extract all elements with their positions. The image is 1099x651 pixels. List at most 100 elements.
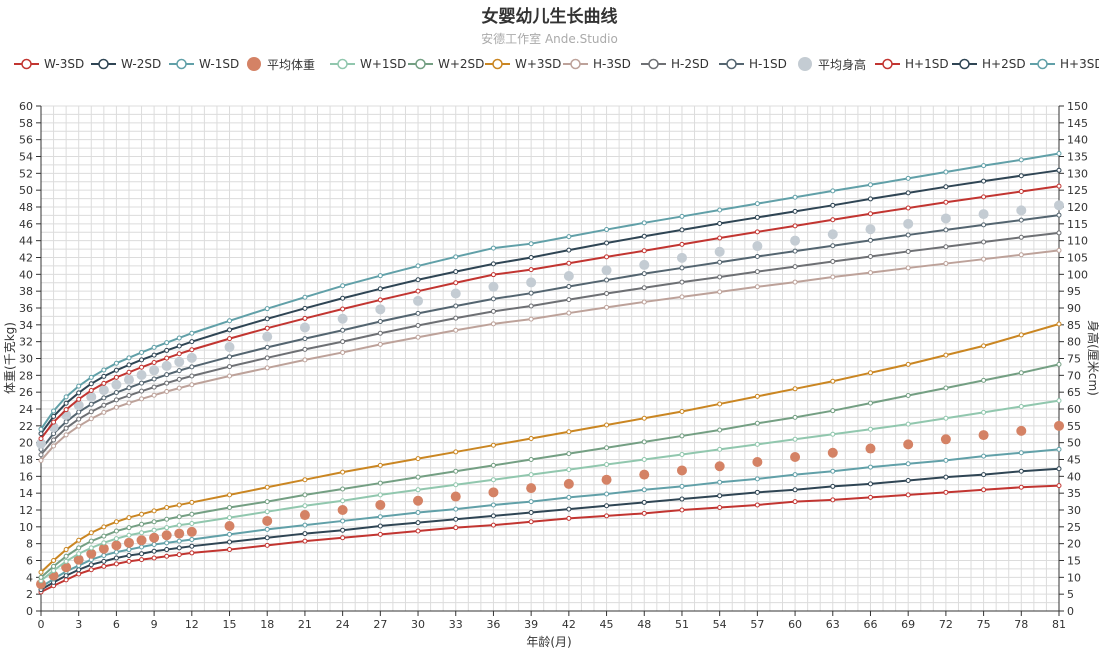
- data-point[interactable]: [151, 392, 157, 398]
- data-point[interactable]: [1018, 403, 1024, 409]
- scatter-point[interactable]: [149, 532, 160, 543]
- data-point[interactable]: [340, 535, 346, 541]
- data-point[interactable]: [754, 441, 760, 447]
- data-point[interactable]: [51, 568, 57, 574]
- data-point[interactable]: [38, 436, 44, 442]
- data-point[interactable]: [905, 232, 911, 238]
- data-point[interactable]: [151, 548, 157, 554]
- data-point[interactable]: [377, 462, 383, 468]
- data-point[interactable]: [1056, 361, 1062, 367]
- data-point[interactable]: [604, 240, 610, 246]
- data-point[interactable]: [377, 514, 383, 520]
- data-point[interactable]: [754, 420, 760, 426]
- data-point[interactable]: [604, 462, 610, 468]
- data-point[interactable]: [101, 395, 107, 401]
- data-point[interactable]: [176, 351, 182, 357]
- data-point[interactable]: [164, 380, 170, 386]
- data-point[interactable]: [227, 492, 233, 498]
- data-point[interactable]: [126, 355, 132, 361]
- data-point[interactable]: [905, 492, 911, 498]
- data-point[interactable]: [113, 519, 119, 525]
- data-point[interactable]: [453, 254, 459, 260]
- data-point[interactable]: [1018, 484, 1024, 490]
- data-point[interactable]: [453, 482, 459, 488]
- data-point[interactable]: [830, 468, 836, 474]
- data-point[interactable]: [415, 487, 421, 493]
- data-point[interactable]: [139, 511, 145, 517]
- scatter-point[interactable]: [450, 288, 461, 299]
- data-point[interactable]: [754, 502, 760, 508]
- scatter-point[interactable]: [161, 360, 172, 371]
- data-point[interactable]: [227, 327, 233, 333]
- scatter-point[interactable]: [676, 252, 687, 263]
- data-point[interactable]: [981, 343, 987, 349]
- data-point[interactable]: [139, 380, 145, 386]
- data-point[interactable]: [490, 245, 496, 251]
- scatter-point[interactable]: [262, 515, 273, 526]
- data-point[interactable]: [88, 416, 94, 422]
- data-point[interactable]: [490, 513, 496, 519]
- data-point[interactable]: [717, 274, 723, 280]
- data-point[interactable]: [113, 555, 119, 561]
- data-point[interactable]: [453, 516, 459, 522]
- scatter-point[interactable]: [36, 579, 46, 590]
- scatter-point[interactable]: [337, 313, 348, 324]
- scatter-point[interactable]: [149, 365, 160, 376]
- data-point[interactable]: [415, 528, 421, 534]
- data-point[interactable]: [377, 318, 383, 324]
- data-point[interactable]: [377, 523, 383, 529]
- data-point[interactable]: [905, 478, 911, 484]
- scatter-point[interactable]: [903, 218, 914, 229]
- data-point[interactable]: [566, 506, 572, 512]
- data-point[interactable]: [264, 526, 270, 532]
- scatter-point[interactable]: [940, 213, 951, 224]
- data-point[interactable]: [113, 374, 119, 380]
- data-point[interactable]: [566, 247, 572, 253]
- data-point[interactable]: [164, 504, 170, 510]
- scatter-point[interactable]: [639, 469, 650, 480]
- data-point[interactable]: [981, 222, 987, 228]
- data-point[interactable]: [830, 188, 836, 194]
- data-point[interactable]: [754, 489, 760, 495]
- data-point[interactable]: [302, 294, 308, 300]
- scatter-point[interactable]: [790, 451, 801, 462]
- data-point[interactable]: [490, 272, 496, 278]
- scatter-point[interactable]: [174, 528, 185, 539]
- data-point[interactable]: [164, 540, 170, 546]
- data-point[interactable]: [717, 207, 723, 213]
- data-point[interactable]: [340, 498, 346, 504]
- data-point[interactable]: [164, 372, 170, 378]
- data-point[interactable]: [754, 476, 760, 482]
- data-point[interactable]: [264, 316, 270, 322]
- data-point[interactable]: [189, 520, 195, 526]
- data-point[interactable]: [139, 530, 145, 536]
- scatter-point[interactable]: [563, 478, 574, 489]
- data-point[interactable]: [905, 265, 911, 271]
- data-point[interactable]: [302, 477, 308, 483]
- data-point[interactable]: [981, 487, 987, 493]
- data-point[interactable]: [113, 397, 119, 403]
- data-point[interactable]: [490, 522, 496, 528]
- data-point[interactable]: [63, 577, 69, 583]
- data-point[interactable]: [528, 255, 534, 260]
- data-point[interactable]: [717, 235, 723, 241]
- data-point[interactable]: [176, 502, 182, 508]
- data-point[interactable]: [126, 558, 132, 564]
- data-point[interactable]: [76, 390, 82, 396]
- data-point[interactable]: [264, 344, 270, 350]
- data-point[interactable]: [264, 306, 270, 312]
- scatter-point[interactable]: [450, 491, 461, 502]
- data-point[interactable]: [151, 519, 157, 525]
- data-point[interactable]: [302, 503, 308, 509]
- data-point[interactable]: [189, 330, 195, 336]
- data-point[interactable]: [830, 431, 836, 437]
- data-point[interactable]: [340, 518, 346, 524]
- data-point[interactable]: [717, 446, 723, 452]
- scatter-point[interactable]: [186, 526, 197, 537]
- data-point[interactable]: [151, 360, 157, 366]
- data-point[interactable]: [453, 449, 459, 455]
- data-point[interactable]: [189, 373, 195, 379]
- data-point[interactable]: [101, 558, 107, 564]
- data-point[interactable]: [415, 263, 421, 269]
- data-point[interactable]: [164, 547, 170, 553]
